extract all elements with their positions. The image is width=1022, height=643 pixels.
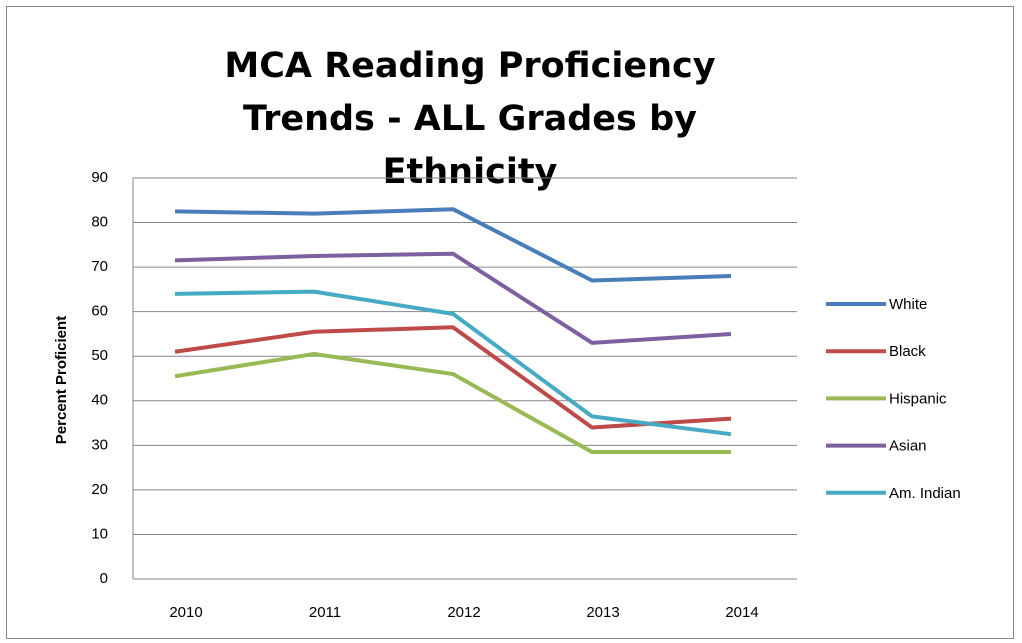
- y-tick-label: 80: [91, 214, 108, 231]
- series-line: [174, 351, 731, 455]
- legend-label: Black: [889, 343, 926, 360]
- y-tick-label: 10: [91, 525, 108, 542]
- legend-label: Hispanic: [889, 390, 947, 407]
- legend-label: Asian: [889, 438, 927, 455]
- y-tick-label: 70: [91, 258, 108, 275]
- series-line: [174, 251, 732, 345]
- x-tick-label: 2012: [447, 604, 480, 621]
- x-tick-label: 2014: [725, 604, 758, 621]
- series-line: [174, 289, 732, 437]
- y-tick-label: 0: [100, 570, 108, 587]
- series-line: [174, 207, 732, 283]
- x-tick-label: 2010: [169, 604, 202, 621]
- y-tick-label: 40: [91, 392, 108, 409]
- y-tick-label: 90: [91, 169, 108, 186]
- x-tick-label: 2013: [586, 604, 619, 621]
- y-tick-label: 20: [91, 481, 108, 498]
- y-tick-label: 30: [91, 436, 108, 453]
- series-line: [174, 325, 732, 430]
- chart-frame: [6, 6, 1014, 639]
- legend-label: White: [889, 296, 927, 313]
- x-tick-label: 2011: [309, 604, 341, 621]
- y-axis-label: Percent Proficient: [53, 316, 70, 444]
- legend-label: Am. Indian: [889, 485, 961, 502]
- y-tick-label: 60: [91, 303, 108, 320]
- y-tick-label: 50: [91, 347, 108, 364]
- chart-title: MCA Reading Proficiency Trends - ALL Gra…: [224, 46, 716, 192]
